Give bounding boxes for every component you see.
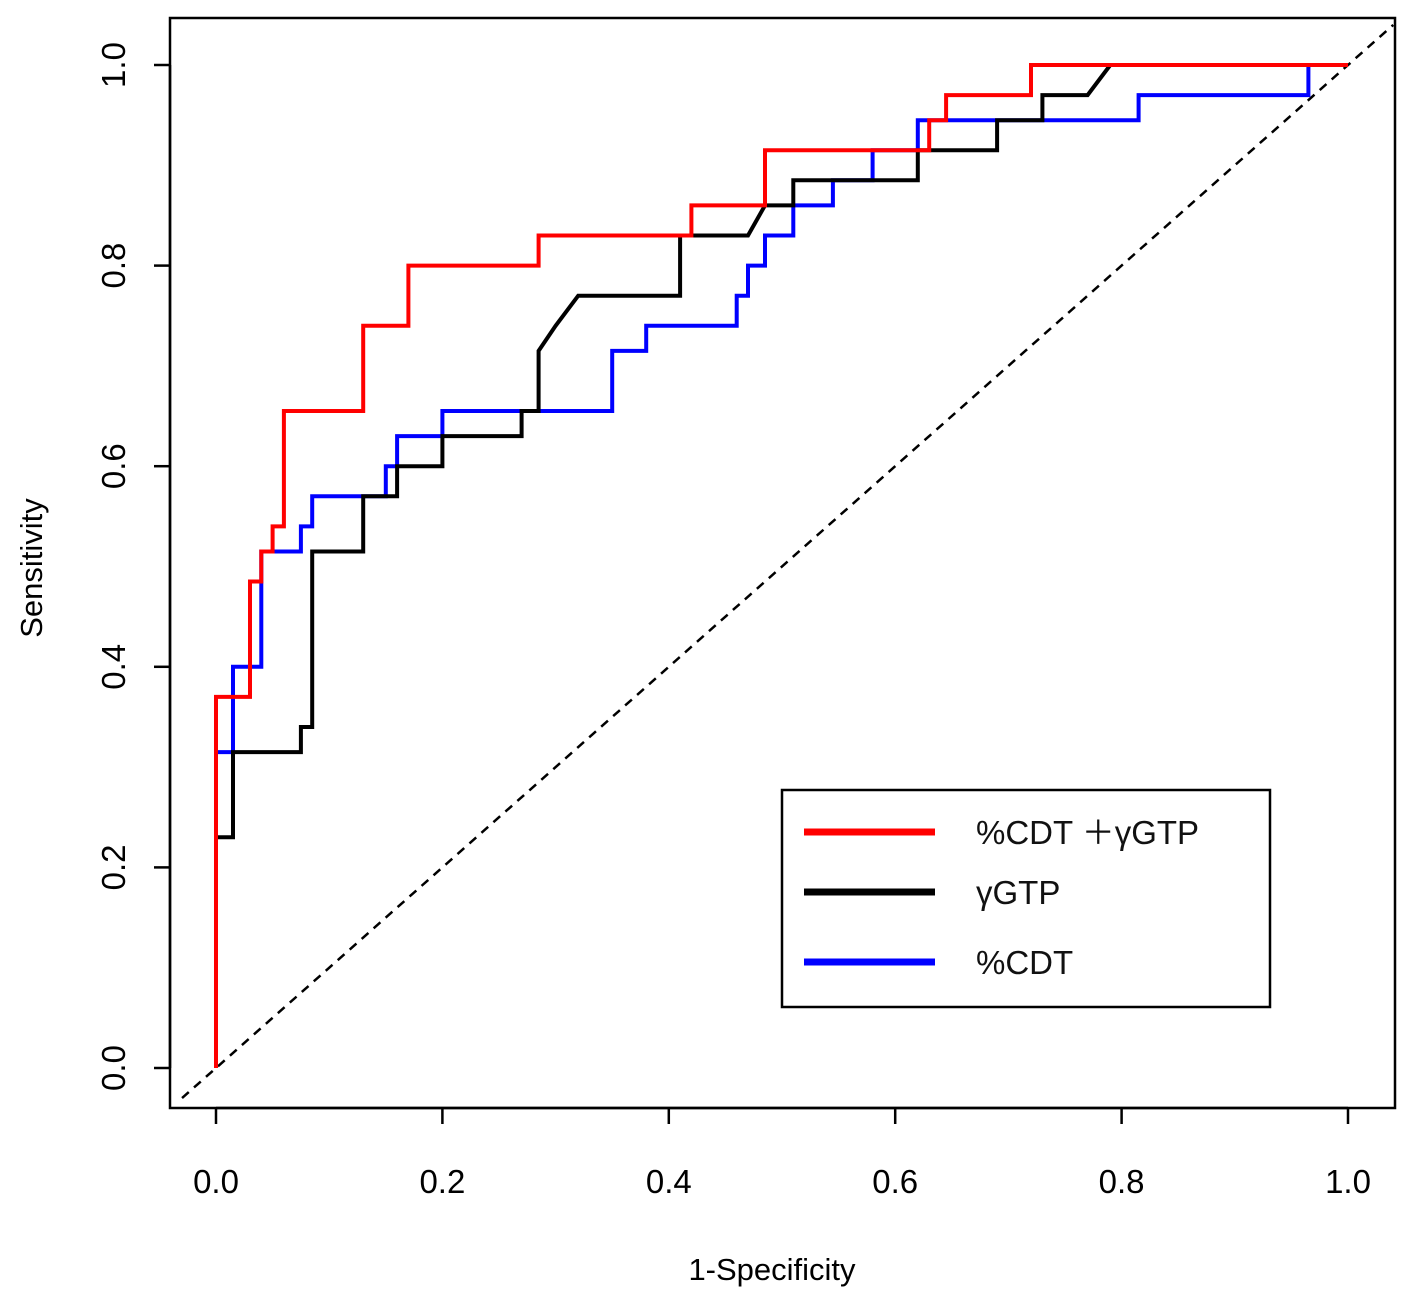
legend-box (780, 788, 1272, 1009)
x-tick-label-3: 0.6 (872, 1163, 918, 1200)
reference-diagonal-line (181, 23, 1395, 1100)
y-tick-label-0: 0.0 (95, 1045, 132, 1091)
legend-item-cdt-plus-ggtp-label: %CDT ＋γGTP (976, 814, 1199, 851)
x-tick-label-2: 0.4 (646, 1163, 692, 1200)
x-tick-label-5: 1.0 (1325, 1163, 1371, 1200)
x-tick-label-0: 0.0 (193, 1163, 239, 1200)
y-axis: 0.0 0.2 0.4 0.6 0.8 1.0 (95, 42, 172, 1091)
series-layer (181, 23, 1395, 1100)
y-tick-label-4: 0.8 (95, 243, 132, 289)
series-ggtp-line (214, 63, 1348, 1068)
series-cdt-plus-ggtp-line (214, 63, 1348, 1068)
x-tick-label-4: 0.8 (1099, 1163, 1145, 1200)
y-axis-title: Sensitivity (14, 498, 49, 638)
legend: %CDT ＋γGTP γGTP %CDT (780, 788, 1272, 1009)
y-tick-label-3: 0.6 (95, 443, 132, 489)
legend-item-cdt-label: %CDT (976, 944, 1073, 981)
y-tick-label-2: 0.4 (95, 644, 132, 690)
x-tick-label-1: 0.2 (419, 1163, 465, 1200)
legend-item-ggtp-label: γGTP (976, 874, 1060, 911)
x-axis: 0.0 0.2 0.4 0.6 0.8 1.0 (193, 1106, 1371, 1200)
x-axis-title: 1-Specificity (688, 1252, 856, 1287)
y-tick-label-5: 1.0 (95, 42, 132, 88)
y-tick-label-1: 0.2 (95, 844, 132, 890)
